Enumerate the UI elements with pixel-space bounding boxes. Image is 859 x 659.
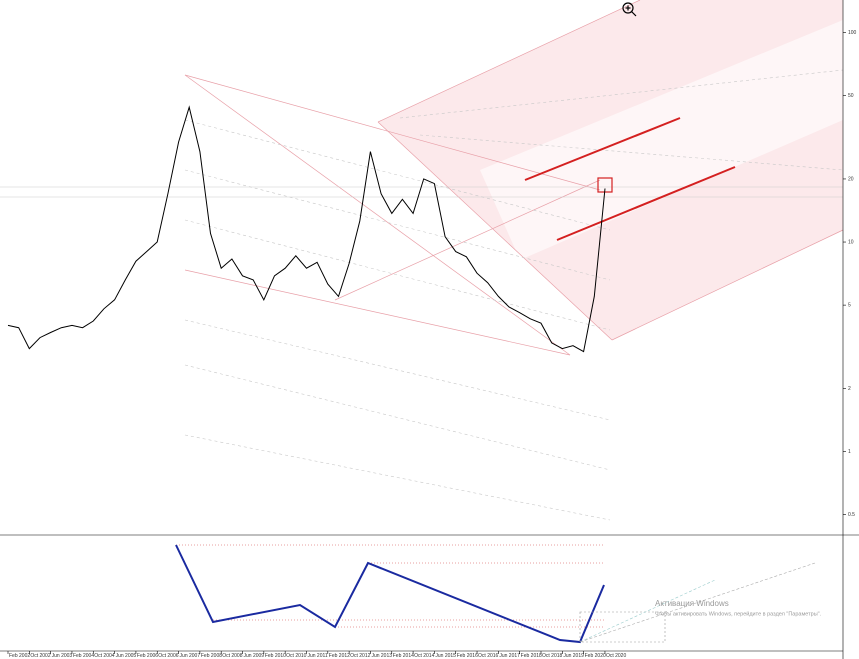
x-tick-label: Jun 2011 [307,653,327,659]
price-line [7,105,606,353]
x-tick-label: Jun 2019 [563,653,584,659]
x-tick-label: Feb 2010 [265,653,286,659]
x-tick-label: Jun 2015 [435,653,456,659]
y-tick-label: 0.5 [848,512,855,518]
x-tick-label: Oct 2006 [158,653,179,659]
x-tick-label: Oct 2004 [94,653,115,659]
y-tick-label: 100 [848,30,857,36]
x-tick-label: Feb 2004 [73,653,94,659]
red-line [524,117,681,181]
x-tick-label: Feb 2014 [393,653,414,659]
x-tick-label: Oct 2008 [222,653,243,659]
red-line [556,166,736,241]
y-tick-label: 1 [848,449,851,455]
watermark-text: Чтобы активировать Windows, перейдите в … [655,610,822,617]
y-tick-label: 20 [848,176,854,182]
x-tick-label: Feb 2016 [457,653,478,659]
y-tick-label: 50 [848,93,854,99]
x-tick-label: Feb 2006 [137,653,158,659]
x-tick-label: Jun 2003 [52,653,73,659]
x-tick-label: Jun 2013 [371,653,392,659]
x-tick-label: Feb 2018 [521,653,542,659]
y-tick-label: 5 [848,302,851,308]
x-tick-label: Oct 2016 [478,653,499,659]
x-tick-label: Jun 2007 [180,653,201,659]
x-tick-label: Oct 2002 [30,653,51,659]
y-tick-label: 10 [848,239,854,245]
x-tick-label: Jun 2009 [244,653,265,659]
zoom-icon[interactable] [622,2,637,17]
x-tick-label: Oct 2018 [542,653,563,659]
pitchfork-lines [184,0,844,356]
x-tick-label: Oct 2020 [606,653,627,659]
x-tick-label: Jun 2017 [499,653,520,659]
y-tick-label: 2 [848,386,851,392]
indicator-pane [175,544,816,644]
x-tick-label: Feb 2002 [9,653,30,659]
x-tick-label: Oct 2014 [414,653,435,659]
x-tick-label: Feb 2020 [585,653,606,659]
fan-lines [184,69,844,521]
x-tick-label: Jun 2005 [116,653,137,659]
x-tick-label: Oct 2012 [350,653,371,659]
x-tick-label: Oct 2010 [286,653,307,659]
watermark-title: Активация Windows [655,599,729,608]
x-tick-label: Feb 2008 [201,653,222,659]
x-tick-label: Feb 2012 [329,653,350,659]
